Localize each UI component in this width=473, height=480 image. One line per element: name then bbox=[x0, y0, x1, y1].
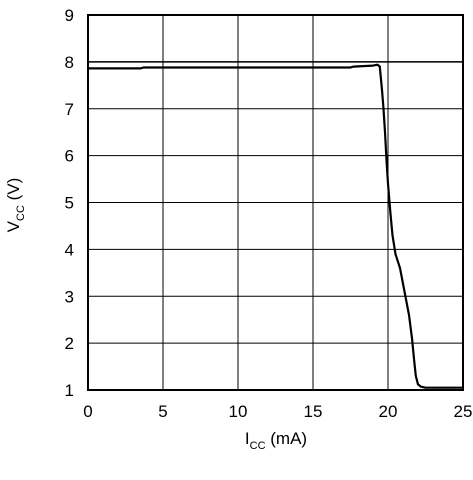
y-axis-title-sub: CC bbox=[15, 205, 27, 221]
y-tick-label-3: 4 bbox=[65, 240, 74, 259]
y-tick-label-1: 2 bbox=[65, 334, 74, 353]
grid-lines bbox=[87, 14, 464, 391]
y-tick-label-6: 7 bbox=[65, 100, 74, 119]
y-tick-label-4: 5 bbox=[65, 194, 74, 213]
y-axis-title-main: V bbox=[4, 220, 23, 232]
y-axis-title: VCC (V) bbox=[4, 178, 27, 233]
y-tick-label-0: 1 bbox=[65, 381, 74, 400]
y-tick-label-8: 9 bbox=[65, 6, 74, 25]
y-tick-labels: 1 2 3 4 5 6 7 8 9 bbox=[65, 6, 74, 400]
x-axis-title: ICC (mA) bbox=[245, 429, 307, 452]
y-tick-label-7: 8 bbox=[65, 53, 74, 72]
y-axis-title-unit: (V) bbox=[4, 178, 23, 205]
x-tick-label-4: 20 bbox=[379, 402, 398, 421]
x-tick-label-0: 0 bbox=[83, 402, 92, 421]
x-axis-title-unit: (mA) bbox=[266, 429, 308, 448]
x-tick-label-1: 5 bbox=[158, 402, 167, 421]
x-tick-labels: 0 5 10 15 20 25 bbox=[83, 402, 472, 421]
y-tick-label-2: 3 bbox=[65, 287, 74, 306]
plot-frame bbox=[87, 14, 464, 391]
x-axis-title-main: I bbox=[245, 429, 250, 448]
x-tick-label-5: 25 bbox=[454, 402, 473, 421]
x-tick-label-3: 15 bbox=[304, 402, 323, 421]
x-tick-label-2: 10 bbox=[229, 402, 248, 421]
y-tick-label-5: 6 bbox=[65, 147, 74, 166]
vcc-curve bbox=[88, 63, 463, 389]
x-axis-title-sub: CC bbox=[250, 440, 266, 452]
